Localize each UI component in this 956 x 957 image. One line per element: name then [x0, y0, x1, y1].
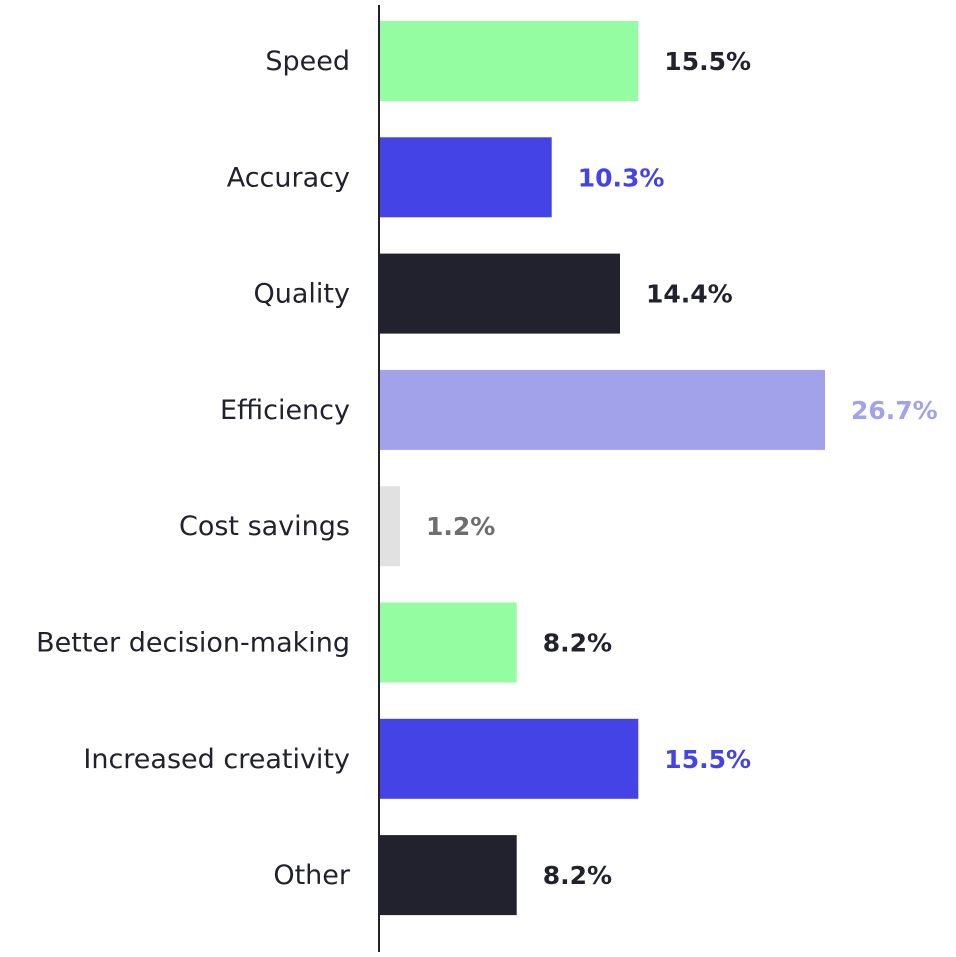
value-label-efficiency: 26.7%: [851, 396, 938, 425]
bars-layer: [380, 21, 825, 916]
category-labels: Speed Accuracy Quality Efficiency Cost savin…: [36, 46, 351, 891]
value-label-other: 8.2%: [543, 861, 612, 890]
category-label-better-decision-making: Better decision-making: [36, 628, 350, 659]
bar-speed: [380, 21, 639, 101]
bar-other: [380, 835, 517, 916]
value-label-speed: 15.5%: [664, 47, 751, 76]
value-labels: 15.5% 10.3% 14.4% 26.7% 1.2% 8.2% 15.5% 8.2%: [426, 47, 938, 890]
category-label-increased-creativity: Increased creativity: [83, 744, 350, 775]
value-label-better-decision-making: 8.2%: [543, 629, 612, 658]
value-label-increased-creativity: 15.5%: [664, 745, 751, 774]
value-label-quality: 14.4%: [646, 280, 733, 309]
category-label-accuracy: Accuracy: [227, 162, 350, 193]
bar-cost-savings: [380, 486, 400, 567]
bar-increased-creativity: [380, 718, 639, 799]
bar-accuracy: [380, 137, 552, 218]
category-label-efficiency: Efficiency: [220, 395, 350, 426]
bar-better-decision-making: [380, 602, 517, 683]
value-label-cost-savings: 1.2%: [426, 512, 495, 541]
bar-efficiency: [380, 369, 825, 450]
category-label-other: Other: [273, 860, 351, 891]
category-label-cost-savings: Cost savings: [179, 511, 350, 542]
category-label-quality: Quality: [254, 279, 350, 310]
value-label-accuracy: 10.3%: [578, 163, 665, 192]
category-label-speed: Speed: [265, 46, 350, 77]
bar-quality: [380, 253, 620, 334]
